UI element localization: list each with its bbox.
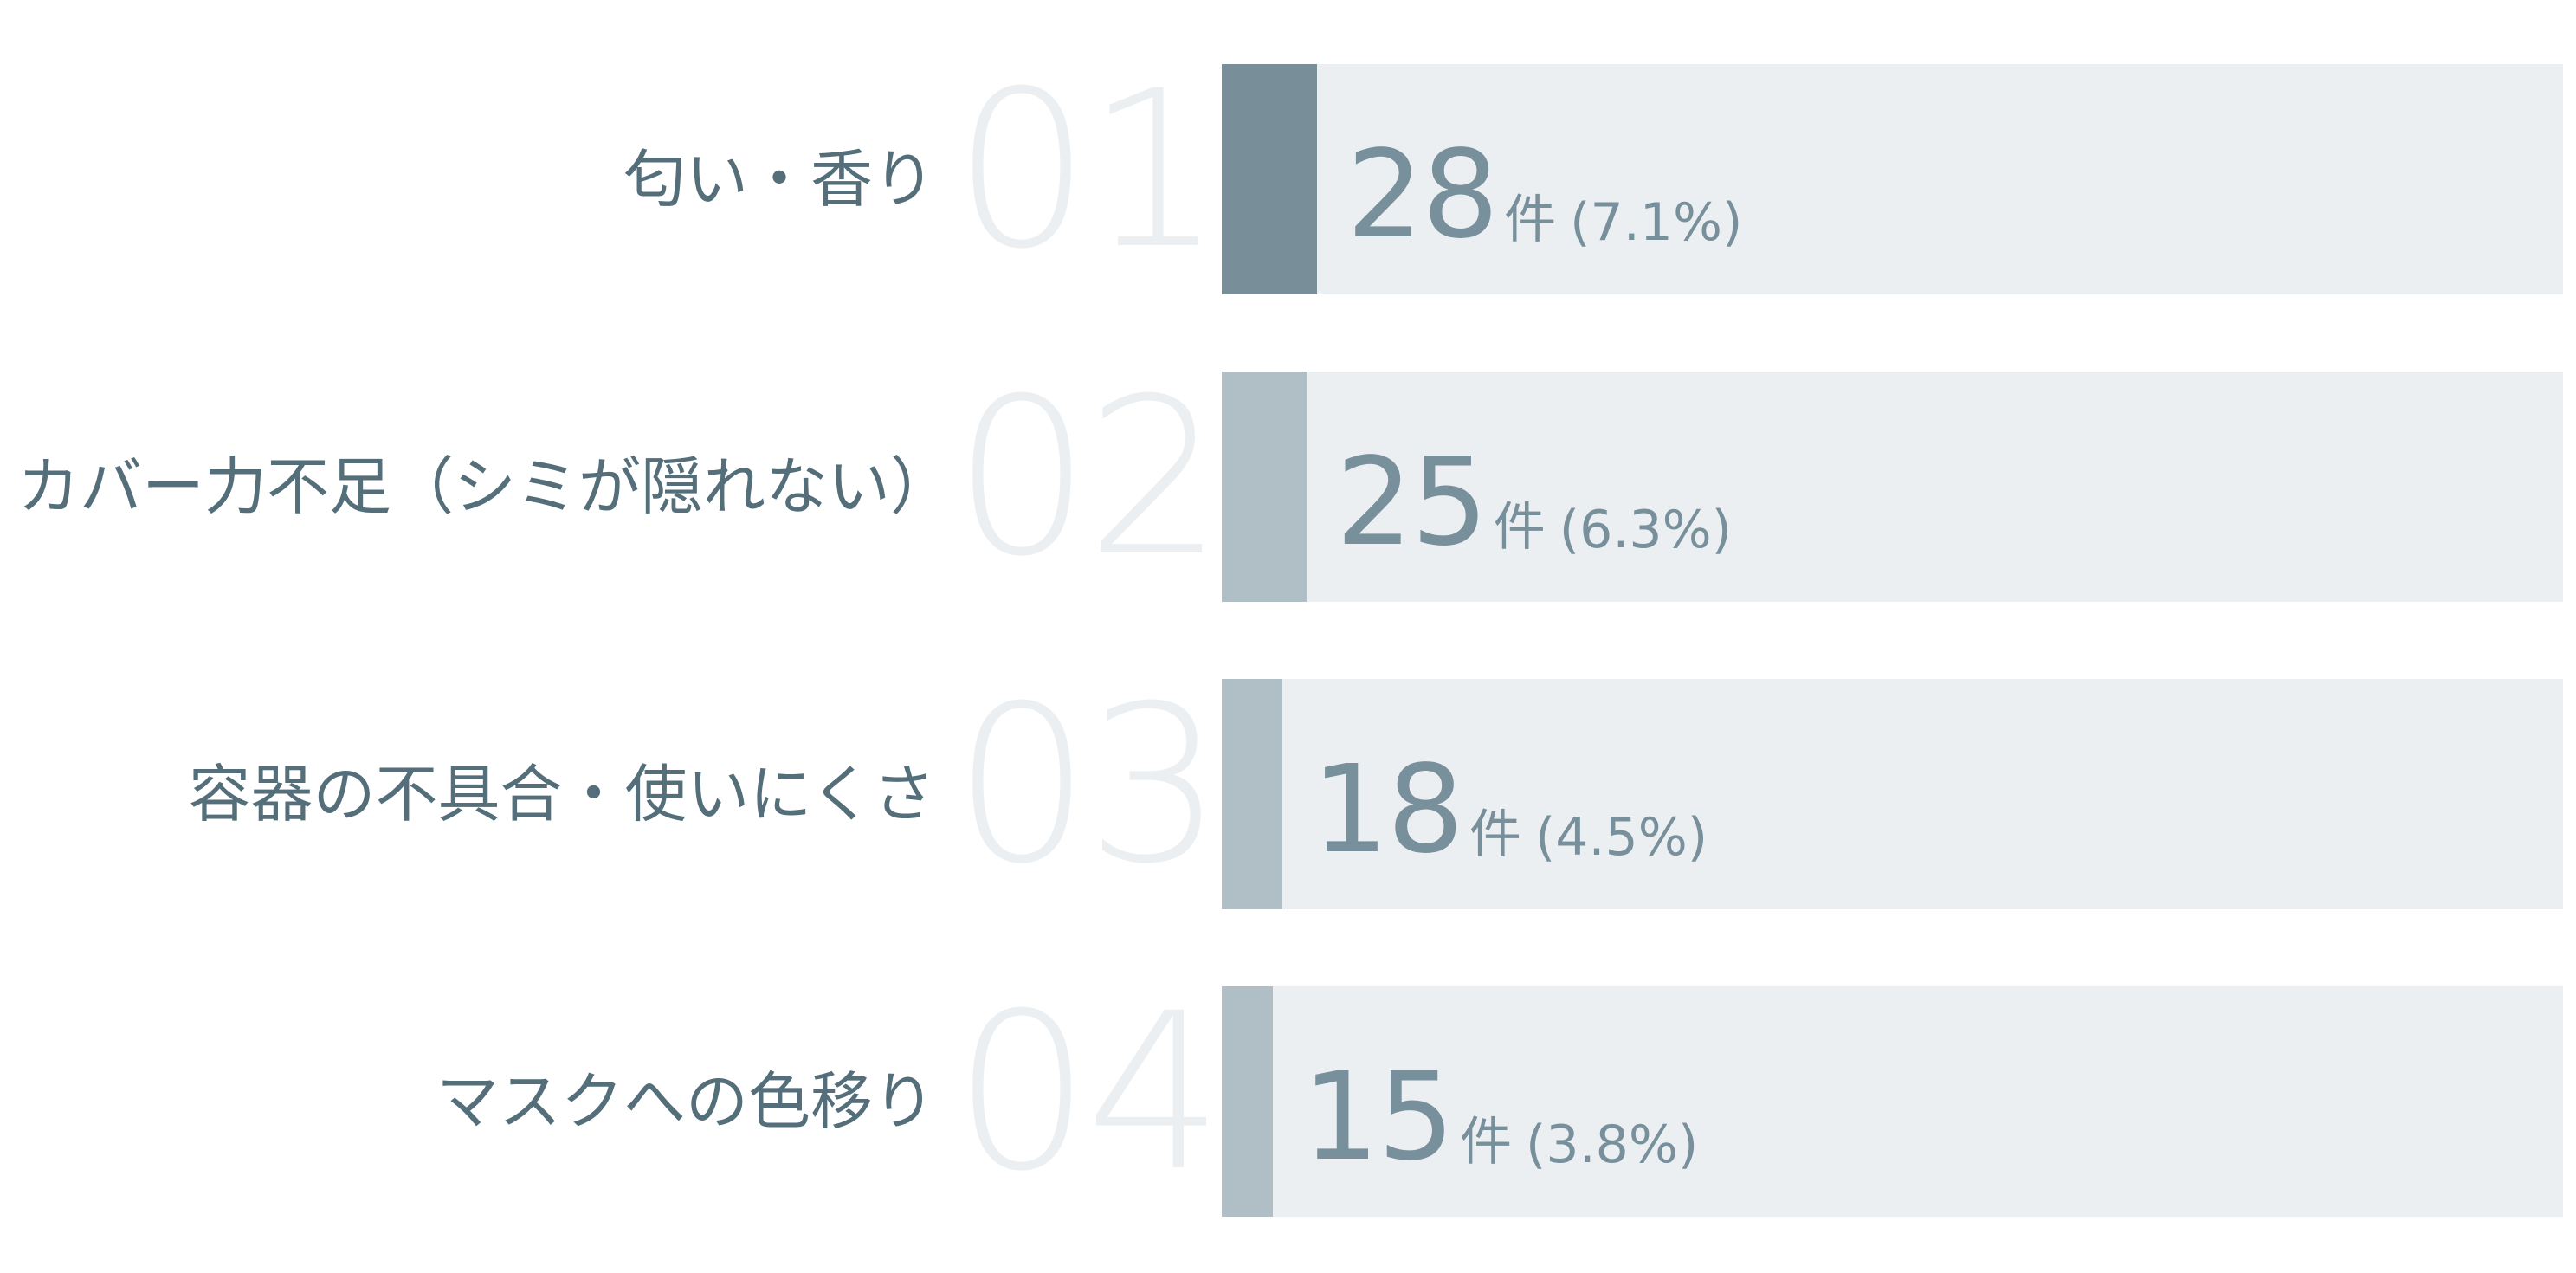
bar-fill xyxy=(1222,679,1282,909)
bar-track: 15 件 (3.8%) xyxy=(1222,986,2563,1217)
value-unit: 件 xyxy=(1504,190,1557,250)
category-label: カバー力不足（シミが隠れない） xyxy=(17,449,953,523)
value-label: 25 件 (6.3%) xyxy=(1336,372,1732,602)
bar-row: 03 容器の不具合・使いにくさ 18 件 (4.5%) xyxy=(0,670,2576,909)
bar-track: 18 件 (4.5%) xyxy=(1222,679,2563,909)
value-percent: (4.5%) xyxy=(1534,807,1708,868)
value-percent: (7.1%) xyxy=(1570,192,1743,253)
bar-fill xyxy=(1222,372,1307,602)
bar-track: 28 件 (7.1%) xyxy=(1222,64,2563,294)
category-label: 匂い・香り xyxy=(623,142,935,216)
bar-fill xyxy=(1222,986,1273,1217)
value-number: 25 xyxy=(1335,432,1488,573)
value-number: 15 xyxy=(1301,1047,1455,1188)
value-number: 28 xyxy=(1346,125,1499,266)
rank-number: 02 xyxy=(952,352,1223,604)
value-number: 18 xyxy=(1311,740,1464,881)
value-unit: 件 xyxy=(1469,805,1521,865)
value-label: 28 件 (7.1%) xyxy=(1346,64,1742,294)
bar-row: 02 カバー力不足（シミが隠れない） 25 件 (6.3%) xyxy=(0,363,2576,602)
value-unit: 件 xyxy=(1460,1112,1513,1173)
bar-row: 04 マスクへの色移り 15 件 (3.8%) xyxy=(0,978,2576,1217)
value-label: 18 件 (4.5%) xyxy=(1312,679,1708,909)
bar-fill xyxy=(1222,64,1317,294)
category-label: 容器の不具合・使いにくさ xyxy=(188,757,935,830)
value-unit: 件 xyxy=(1493,497,1546,558)
bar-track: 25 件 (6.3%) xyxy=(1222,372,2563,602)
bar-row: 01 匂い・香り 28 件 (7.1%) xyxy=(0,55,2576,294)
category-label: マスクへの色移り xyxy=(436,1064,935,1138)
value-percent: (6.3%) xyxy=(1559,500,1732,560)
value-percent: (3.8%) xyxy=(1526,1115,1699,1175)
rank-number: 03 xyxy=(952,659,1223,911)
value-label: 15 件 (3.8%) xyxy=(1302,986,1698,1217)
rank-number: 01 xyxy=(952,44,1223,296)
rank-number: 04 xyxy=(952,966,1223,1218)
